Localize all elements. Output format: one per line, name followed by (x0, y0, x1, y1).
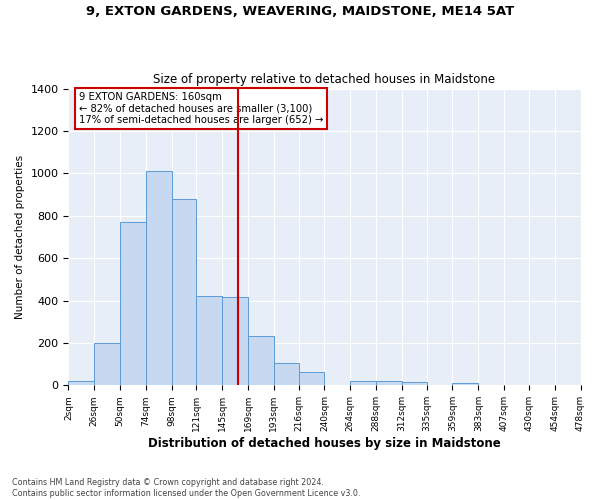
Bar (248, 336, 274, 386)
X-axis label: Distribution of detached houses by size in Maidstone: Distribution of detached houses by size … (148, 437, 501, 450)
Bar (146, 171, 172, 386)
Bar (274, 363, 299, 386)
Bar (350, 381, 376, 386)
Bar (402, 382, 427, 386)
Text: Contains HM Land Registry data © Crown copyright and database right 2024.
Contai: Contains HM Land Registry data © Crown c… (12, 478, 361, 498)
Bar (376, 381, 402, 386)
Bar (222, 298, 248, 386)
Bar (452, 383, 478, 386)
Y-axis label: Number of detached properties: Number of detached properties (15, 155, 25, 319)
Bar (94, 343, 120, 386)
Bar (196, 296, 222, 386)
Title: Size of property relative to detached houses in Maidstone: Size of property relative to detached ho… (154, 73, 496, 86)
Text: 9, EXTON GARDENS, WEAVERING, MAIDSTONE, ME14 5AT: 9, EXTON GARDENS, WEAVERING, MAIDSTONE, … (86, 5, 514, 18)
Bar (68, 381, 94, 386)
Bar (120, 222, 146, 386)
Bar (299, 372, 325, 386)
Bar (172, 199, 196, 386)
Text: 9 EXTON GARDENS: 160sqm
← 82% of detached houses are smaller (3,100)
17% of semi: 9 EXTON GARDENS: 160sqm ← 82% of detache… (79, 92, 323, 124)
